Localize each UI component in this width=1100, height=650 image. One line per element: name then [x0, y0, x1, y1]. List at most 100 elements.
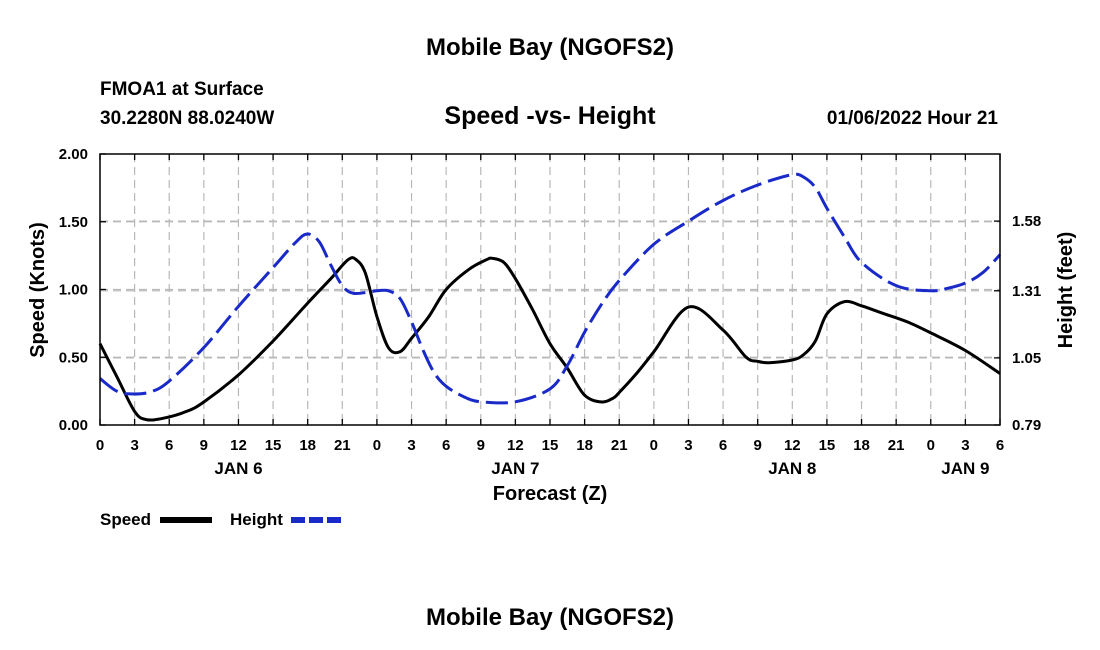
data-point-speed [745, 356, 747, 358]
data-point-height [307, 233, 309, 235]
data-point-height [618, 280, 620, 282]
data-point-speed [757, 361, 759, 363]
x-tick-label: 9 [754, 437, 762, 454]
data-point-height [843, 236, 845, 238]
data-point-speed [330, 278, 332, 280]
data-point-height [434, 373, 436, 375]
data-point-height [947, 287, 949, 289]
axis-layer: 0 3 6 9 12 15 18 21 0 3 6 9 12 15 18 21 0 3 6 9 12 15 18 21 0 3 60… [59, 146, 1041, 478]
x-tick-label: 0 [96, 437, 104, 454]
x-tick-label: 18 [853, 437, 870, 454]
data-point-height [388, 290, 390, 292]
x-tick-label: 3 [961, 437, 969, 454]
data-point-speed [688, 306, 690, 308]
data-point-height [549, 388, 551, 390]
data-point-height [757, 184, 759, 186]
data-point-height [515, 401, 517, 403]
data-point-height [151, 391, 153, 393]
y-tick-label-left: 1.50 [59, 214, 88, 231]
data-point-speed [347, 259, 349, 261]
data-point-height [584, 331, 586, 333]
data-point-height [203, 347, 205, 349]
data-point-speed [872, 309, 874, 311]
data-point-height [134, 393, 136, 395]
data-point-speed [815, 340, 817, 342]
x-tick-label: 21 [888, 437, 905, 454]
data-point-speed [186, 411, 188, 413]
data-point-speed [653, 351, 655, 353]
data-point-height [330, 264, 332, 266]
data-point-height [445, 385, 447, 387]
y-axis-right-label: Height (feet) [1055, 232, 1077, 349]
legend-height-label: Height [230, 510, 283, 529]
data-point-height [601, 303, 603, 305]
data-point-height [965, 282, 967, 284]
data-point-height [353, 293, 355, 295]
data-point-speed [613, 397, 615, 399]
data-point-height [930, 290, 932, 292]
data-point-height [895, 285, 897, 287]
x-tick-label: 15 [542, 437, 559, 454]
x-tick-label: 12 [784, 437, 801, 454]
data-point-height [722, 200, 724, 202]
x-tick-label: 15 [819, 437, 836, 454]
x-tick-label: 6 [996, 437, 1004, 454]
data-point-speed [399, 351, 401, 353]
y-tick-label-left: 1.00 [59, 282, 88, 299]
data-point-height [376, 290, 378, 292]
data-point-height [653, 244, 655, 246]
data-point-speed [163, 417, 165, 419]
data-point-speed [145, 419, 147, 421]
data-point-speed [355, 259, 357, 261]
data-point-speed [884, 313, 886, 315]
y-axis-left-label: Speed (Knots) [27, 222, 49, 358]
x-axis-label: Forecast (Z) [493, 483, 607, 505]
data-point-speed [826, 313, 828, 315]
y-tick-label-right: 1.31 [1012, 283, 1041, 300]
x-tick-label: 6 [719, 437, 727, 454]
data-point-height [411, 321, 413, 323]
data-point-height [861, 262, 863, 264]
data-point-height [480, 401, 482, 403]
data-point-speed [843, 301, 845, 303]
data-point-height [318, 241, 320, 243]
data-point-height [117, 391, 119, 393]
data-point-height [168, 380, 170, 382]
data-point-speed [503, 262, 505, 264]
x-tick-label: 15 [265, 437, 282, 454]
data-point-speed [492, 258, 494, 260]
data-point-speed [907, 321, 909, 323]
data-point-speed [445, 289, 447, 291]
data-point-speed [803, 354, 805, 356]
grid-lines [100, 154, 1000, 425]
data-point-speed [792, 359, 794, 361]
data-point-height [826, 207, 828, 209]
data-point-speed [549, 343, 551, 345]
data-point-speed [388, 347, 390, 349]
y-tick-label-left: 2.00 [59, 146, 88, 163]
station-label: FMOA1 at Surface [100, 79, 264, 100]
data-point-height [815, 187, 817, 189]
data-point-height [982, 272, 984, 274]
x-tick-label: 3 [407, 437, 415, 454]
legend: Speed Height [100, 510, 343, 529]
data-point-speed [601, 401, 603, 403]
y-tick-label-right: 0.79 [1012, 417, 1041, 434]
x-tick-label: 9 [200, 437, 208, 454]
data-point-speed [238, 374, 240, 376]
data-point-speed [965, 350, 967, 352]
data-point-height [342, 285, 344, 287]
data-point-height [422, 349, 424, 351]
day-label: JAN 9 [941, 459, 989, 478]
y-tick-label-right: 1.58 [1012, 213, 1041, 230]
data-point-speed [930, 332, 932, 334]
data-point-speed [134, 411, 136, 413]
x-tick-label: 0 [927, 437, 935, 454]
page-title-top: Mobile Bay (NGOFS2) [426, 34, 674, 61]
day-label: JAN 8 [768, 459, 816, 478]
x-tick-label: 6 [165, 437, 173, 454]
data-point-height [272, 267, 274, 269]
x-tick-label: 3 [130, 437, 138, 454]
day-label: JAN 7 [491, 459, 539, 478]
